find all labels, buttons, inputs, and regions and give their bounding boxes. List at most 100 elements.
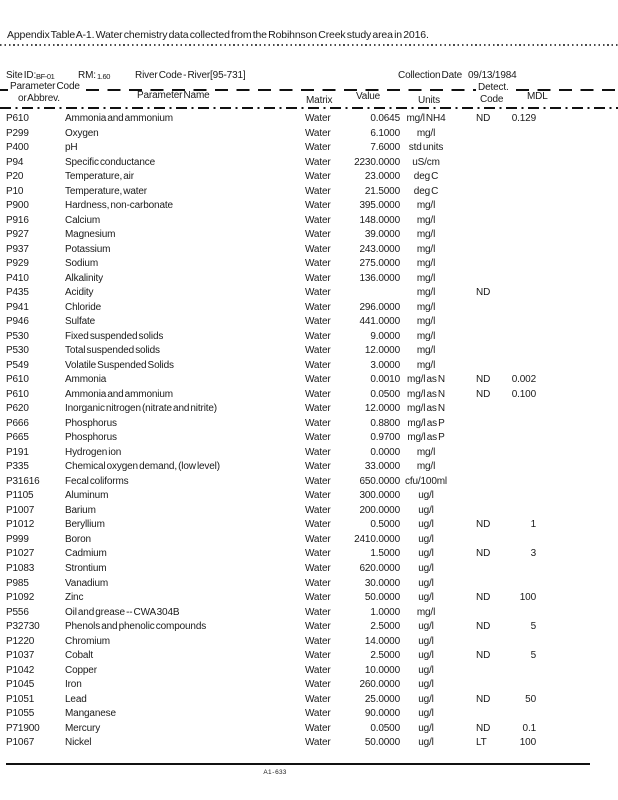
matrix-cell: Water	[305, 258, 331, 270]
detect-code-cell: ND	[476, 113, 491, 124]
matrix-cell: Water	[305, 272, 331, 284]
matrix-cell: Water	[305, 519, 331, 531]
param-code-cell: P610	[6, 388, 29, 400]
param-code-cell: P1027	[6, 548, 35, 560]
table-row: P299 Oxygen Water 6.1000 mg/l	[0, 127, 618, 142]
matrix-cell: Water	[305, 504, 331, 516]
value-cell: 0.0000	[370, 446, 400, 458]
param-name-cell: Temperature, water	[65, 185, 147, 197]
param-code-cell: P929	[6, 258, 29, 270]
param-name-cell: Chromium	[65, 635, 110, 647]
units-cell: mg/l	[416, 345, 436, 357]
matrix-cell: Water	[305, 287, 331, 299]
units-cell: ug/l	[418, 621, 434, 633]
param-name-cell: Chloride	[65, 301, 102, 313]
value-cell: 14.0000	[364, 635, 400, 647]
footer-rule	[6, 763, 590, 765]
value-cell: 0.0645	[370, 113, 400, 124]
param-code-cell: P916	[6, 214, 29, 226]
param-code-cell: P530	[6, 330, 29, 342]
param-code-cell: P610	[6, 374, 29, 386]
matrix-cell: Water	[305, 548, 331, 560]
matrix-cell: Water	[305, 171, 331, 183]
units-cell: cfu/100ml	[404, 475, 447, 487]
table-row: P916 Calcium Water 148.0000 mg/l	[0, 214, 618, 229]
param-name-cell: Total suspended solids	[65, 345, 160, 357]
units-cell: mg/l	[416, 606, 436, 618]
value-cell: 0.9700	[370, 432, 400, 444]
units-cell: ug/l	[418, 650, 434, 662]
units-cell: mg/l	[416, 446, 436, 458]
param-name-cell: Ammonia and ammonium	[65, 388, 173, 400]
param-name-cell: Boron	[65, 533, 91, 545]
value-cell: 0.0500	[370, 388, 400, 400]
param-name-cell: Fecal coliforms	[65, 475, 129, 487]
param-name-cell: Strontium	[65, 562, 107, 574]
collection-date-label: Collection Date	[398, 70, 463, 81]
table-row: P10 Temperature, water Water 21.5000 deg…	[0, 185, 618, 200]
value-cell: 39.0000	[364, 229, 400, 241]
value-cell: 136.0000	[359, 272, 400, 284]
units-cell: uS/cm	[412, 156, 440, 168]
units-cell: ug/l	[418, 693, 434, 705]
param-code-cell: P435	[6, 287, 29, 299]
param-code-cell: P1220	[6, 635, 35, 647]
value-cell: 300.0000	[359, 490, 400, 502]
units-cell: mg/l NH4	[406, 113, 446, 124]
matrix-cell: Water	[305, 475, 331, 487]
value-cell: 6.1000	[370, 127, 400, 139]
param-code-cell: P941	[6, 301, 29, 313]
param-name-cell: Iron	[65, 679, 82, 691]
param-code-cell: P620	[6, 403, 29, 415]
table-row: P666 Phosphorus Water 0.8800 mg/l as P	[0, 417, 618, 432]
table-row: P620 Inorganic nitrogen (nitrate and nit…	[0, 402, 618, 417]
table-row: P32730 Phenols and phenolic compounds Wa…	[0, 620, 618, 635]
table-row: P435 Acidity Water mg/l ND	[0, 286, 618, 301]
param-name-cell: Ammonia and ammonium	[65, 113, 173, 124]
table-row: P1220 Chromium Water 14.0000 ug/l	[0, 635, 618, 650]
matrix-cell: Water	[305, 737, 331, 749]
param-code-cell: P999	[6, 533, 29, 545]
param-name-cell: Hardness, non-carbonate	[65, 200, 173, 212]
param-code-cell: P410	[6, 272, 29, 284]
detect-code-cell: ND	[476, 548, 491, 560]
matrix-cell: Water	[305, 708, 331, 720]
value-cell: 2.5000	[370, 650, 400, 662]
matrix-cell: Water	[305, 374, 331, 386]
value-cell: 200.0000	[359, 504, 400, 516]
param-name-cell: Sulfate	[65, 316, 96, 328]
param-code-cell: P1051	[6, 693, 35, 705]
matrix-cell: Water	[305, 533, 331, 545]
matrix-cell: Water	[305, 432, 331, 444]
matrix-cell: Water	[305, 650, 331, 662]
param-name-cell: Temperature, air	[65, 171, 134, 183]
matrix-cell: Water	[305, 446, 331, 458]
units-cell: mg/l	[416, 287, 436, 299]
param-code-cell: P20	[6, 171, 24, 183]
matrix-cell: Water	[305, 185, 331, 197]
param-name-cell: pH	[65, 142, 78, 154]
value-cell: 1.0000	[370, 606, 400, 618]
column-header-parameter-name: Parameter Name	[137, 90, 210, 101]
units-cell: mg/l	[416, 214, 436, 226]
value-cell: 620.0000	[359, 562, 400, 574]
param-name-cell: Calcium	[65, 214, 101, 226]
param-code-cell: P32730	[6, 621, 40, 633]
mdl-cell: 1	[530, 519, 537, 531]
units-cell: ug/l	[418, 737, 434, 749]
mdl-cell: 100	[519, 737, 536, 749]
column-header-detect-line1: Detect.	[476, 82, 511, 93]
units-cell: deg C	[413, 171, 439, 183]
matrix-cell: Water	[305, 403, 331, 415]
units-cell: mg/l	[416, 272, 436, 284]
table-row: P20 Temperature, air Water 23.0000 deg C	[0, 170, 618, 185]
detect-code-cell: ND	[476, 650, 491, 662]
units-cell: mg/l	[416, 461, 436, 473]
value-cell: 0.0010	[370, 374, 400, 386]
table-row: P946 Sulfate Water 441.0000 mg/l	[0, 315, 618, 330]
detect-code-cell: ND	[476, 722, 491, 734]
matrix-cell: Water	[305, 562, 331, 574]
table-row: P1055 Manganese Water 90.0000 ug/l	[0, 707, 618, 722]
value-cell: 3.0000	[370, 359, 400, 371]
value-cell: 7.6000	[370, 142, 400, 154]
